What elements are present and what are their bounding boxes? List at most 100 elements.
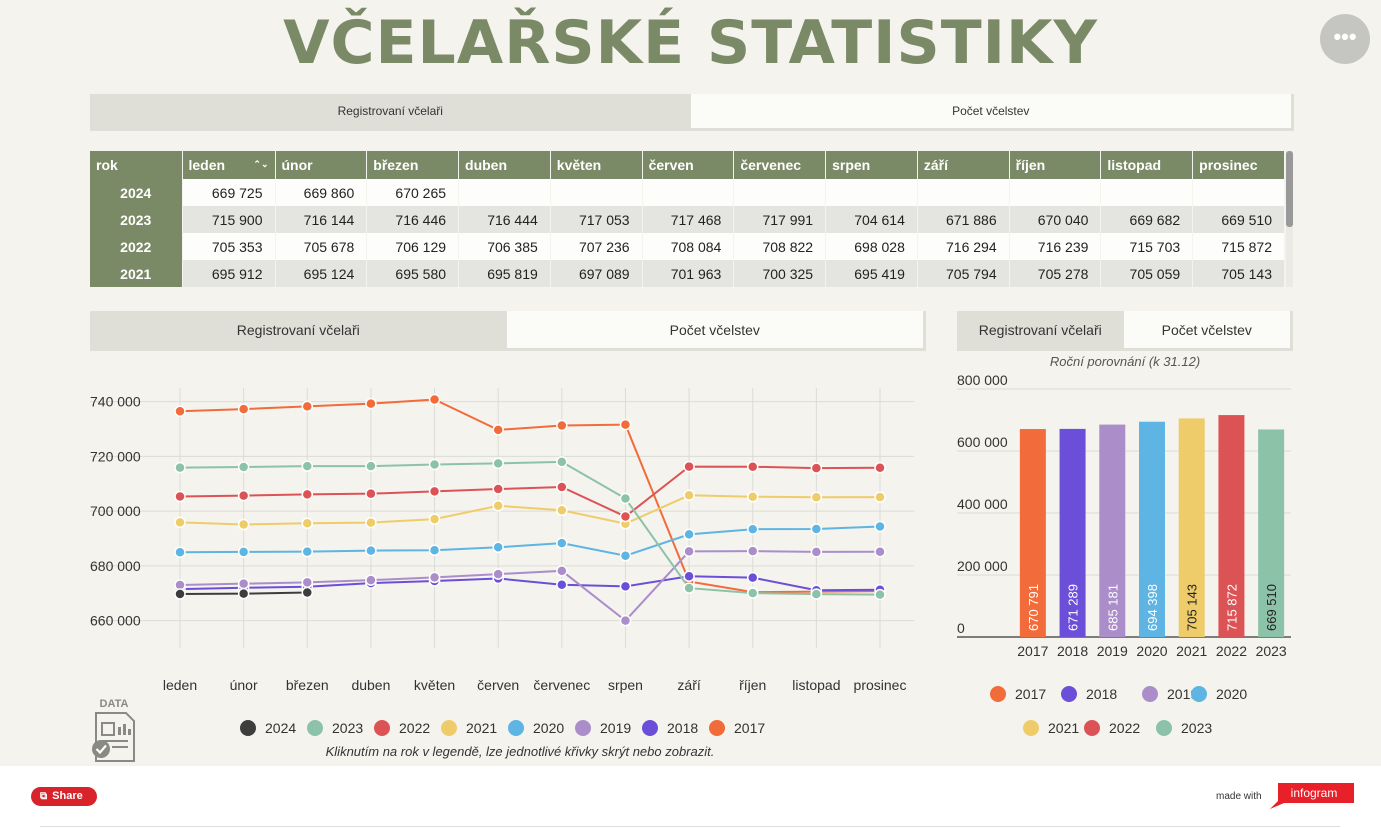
data-point-2022[interactable] [365,487,377,500]
data-point-2019[interactable] [619,614,632,627]
data-point-2023[interactable] [556,456,568,468]
data-point-2023[interactable] [174,461,186,474]
data-point-2019[interactable] [492,568,504,580]
column-header[interactable]: září [917,151,1010,179]
data-point-2017[interactable] [301,400,314,413]
data-point-2020[interactable] [365,544,377,557]
data-point-2019[interactable] [365,574,377,586]
infogram-logo[interactable]: infogram [1270,783,1354,809]
tab-pocet-vcelstev[interactable]: Počet včelstev [506,311,926,351]
data-point-2017[interactable] [428,393,441,406]
tab-pocet-vcelstev[interactable]: Počet včelstev [1123,311,1293,351]
tab-registrovani-vcelari[interactable]: Registrovaní včelaři [90,311,507,351]
bar-2020[interactable] [1139,421,1165,637]
legend-item-2021[interactable]: 2021 [441,720,497,736]
legend-item-2020[interactable]: 2020 [1191,686,1247,702]
data-point-2023[interactable] [428,458,441,471]
data-point-2020[interactable] [174,546,186,558]
series-line-2017[interactable] [179,398,881,594]
data-point-2017[interactable] [492,424,504,436]
data-point-2022[interactable] [237,489,250,502]
data-point-2022[interactable] [683,460,695,473]
data-point-2023[interactable] [746,587,759,599]
data-point-2023[interactable] [874,588,886,601]
column-header[interactable]: červenec [733,151,827,179]
data-point-2021[interactable] [237,518,250,531]
column-header[interactable]: srpen [825,151,918,179]
series-line-2018[interactable] [179,575,881,592]
more-options-button[interactable]: ••• [1320,14,1370,64]
column-header[interactable]: listopad [1100,151,1194,179]
data-document-icon[interactable]: DATA [88,697,140,763]
data-point-2020[interactable] [683,528,695,541]
data-point-2019[interactable] [810,546,823,558]
bar-2019[interactable] [1099,424,1126,637]
bar-2023[interactable] [1258,429,1285,637]
share-button[interactable]: ⧉ Share [31,787,97,806]
data-point-2024[interactable] [237,587,250,600]
column-header[interactable]: červen [642,151,735,179]
data-point-2019[interactable] [301,576,314,589]
data-point-2020[interactable] [492,541,504,554]
series-line-2020[interactable] [179,525,881,557]
tab-pocet-vcelstev[interactable]: Počet včelstev [690,94,1294,128]
bar-2017[interactable] [1019,429,1046,637]
data-point-2021[interactable] [556,504,568,517]
scrollbar-thumb[interactable] [1286,151,1293,227]
data-point-2020[interactable] [619,550,632,562]
data-point-2020[interactable] [746,523,759,535]
column-header[interactable]: březen [366,151,460,179]
legend-item-2023[interactable]: 2023 [1156,720,1212,736]
data-point-2022[interactable] [556,481,568,493]
data-point-2022[interactable] [874,461,886,474]
data-point-2019[interactable] [428,571,441,584]
data-point-2021[interactable] [492,500,504,512]
sort-icon[interactable]: ⌃⌄ [253,159,269,169]
legend-item-2020[interactable]: 2020 [508,720,564,736]
legend-item-2019[interactable]: 2019 [575,720,631,736]
data-point-2021[interactable] [301,517,314,530]
legend-item-2021[interactable]: 2021 [1023,720,1079,736]
data-point-2018[interactable] [746,571,759,584]
data-point-2020[interactable] [237,546,250,558]
data-point-2020[interactable] [810,523,823,535]
bar-2021[interactable] [1178,418,1205,637]
data-point-2019[interactable] [237,577,250,590]
legend-item-2017[interactable]: 2017 [990,686,1046,702]
data-point-2024[interactable] [174,588,186,600]
data-point-2021[interactable] [683,489,695,502]
data-point-2017[interactable] [619,418,632,431]
data-point-2017[interactable] [365,397,377,410]
data-point-2021[interactable] [874,491,886,503]
data-point-2019[interactable] [683,545,695,558]
data-point-2017[interactable] [556,419,568,432]
legend-item-2023[interactable]: 2023 [307,720,363,736]
data-point-2022[interactable] [174,490,186,503]
bar-2018[interactable] [1059,428,1086,637]
data-point-2020[interactable] [556,537,568,549]
data-point-2022[interactable] [746,460,759,473]
legend-item-2022[interactable]: 2022 [1084,720,1140,736]
data-point-2020[interactable] [428,544,441,557]
data-point-2018[interactable] [556,579,568,591]
column-header[interactable]: říjen [1009,151,1102,179]
series-line-2019[interactable] [179,550,881,622]
data-point-2021[interactable] [365,516,377,529]
series-line-2022[interactable] [179,465,881,518]
data-point-2023[interactable] [237,461,250,473]
data-point-2022[interactable] [301,488,314,501]
data-point-2021[interactable] [810,491,823,504]
column-header-sorted[interactable]: leden ⌃⌄ [182,151,276,179]
data-point-2024[interactable] [301,586,314,599]
legend-item-2022[interactable]: 2022 [374,720,430,736]
data-point-2023[interactable] [619,492,632,505]
data-point-2022[interactable] [810,462,823,474]
data-point-2023[interactable] [365,460,377,472]
table-scrollbar[interactable] [1286,151,1293,287]
data-point-2023[interactable] [492,457,504,470]
legend-item-2017[interactable]: 2017 [709,720,765,736]
legend-item-2018[interactable]: 2018 [1061,686,1117,702]
data-point-2019[interactable] [874,545,886,558]
data-point-2020[interactable] [874,520,886,533]
tab-registrovani-vcelari[interactable]: Registrovaní včelaři [957,311,1124,351]
